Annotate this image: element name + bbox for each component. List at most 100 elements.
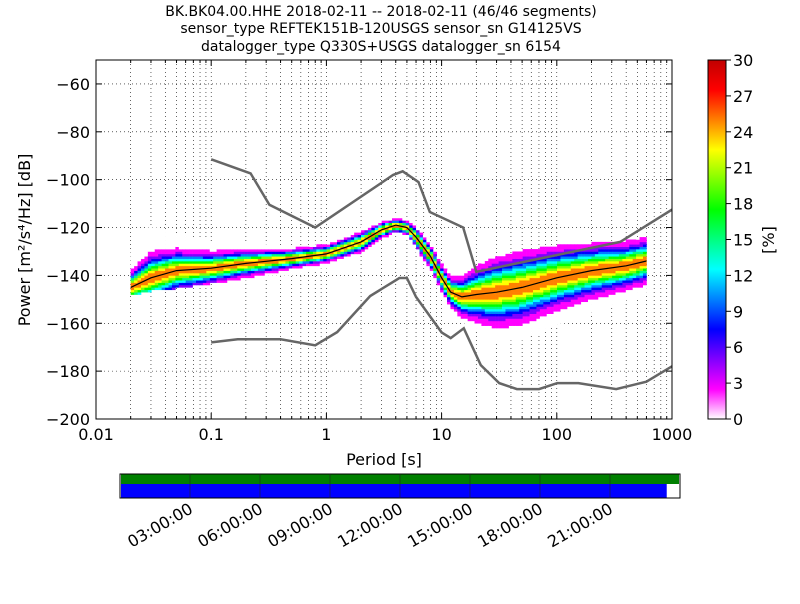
heatmap-cell — [567, 284, 572, 288]
heatmap-cell — [206, 270, 211, 274]
heatmap-cell — [622, 277, 627, 281]
heatmap-cell — [515, 311, 520, 314]
heatmap-cell — [481, 273, 486, 276]
heatmap-cell — [323, 258, 327, 262]
heatmap-cell — [213, 256, 217, 259]
heatmap-cell — [398, 222, 403, 226]
heatmap-cell — [271, 249, 276, 252]
heatmap-cell — [615, 284, 620, 288]
heatmap-cell — [161, 234, 166, 238]
heatmap-cell — [567, 265, 572, 269]
heatmap-cell — [175, 241, 180, 245]
heatmap-cell — [471, 275, 475, 279]
heatmap-cell — [323, 263, 327, 267]
heatmap-cell — [550, 289, 554, 293]
heatmap-cell — [196, 258, 200, 262]
heatmap-cell — [189, 251, 193, 255]
heatmap-cell — [275, 251, 279, 255]
heatmap-cell — [189, 241, 193, 245]
heatmap-cell — [247, 244, 252, 247]
heatmap-cell — [453, 296, 458, 300]
heatmap-cell — [502, 301, 506, 305]
heatmap-cell — [288, 270, 293, 274]
heatmap-cell — [563, 246, 568, 250]
heatmap-cell — [612, 287, 616, 291]
heatmap-cell — [563, 280, 568, 283]
heatmap-cell — [202, 265, 207, 269]
heatmap-cell — [491, 308, 496, 312]
heatmap-cell — [526, 318, 530, 322]
heatmap-cell — [254, 268, 259, 271]
heatmap-cell — [584, 296, 589, 300]
heatmap-cell — [467, 304, 472, 307]
heatmap-cell — [154, 244, 159, 247]
heatmap-cell — [584, 263, 589, 267]
heatmap-cell — [474, 323, 479, 326]
heatmap-cell — [574, 270, 578, 274]
heatmap-cell — [374, 229, 379, 233]
heatmap-cell — [508, 253, 513, 257]
heatmap-cell — [209, 249, 214, 252]
heatmap-cell — [237, 277, 242, 281]
heatmap-cell — [312, 268, 317, 271]
heatmap-cell — [185, 265, 190, 269]
heatmap-cell — [175, 263, 180, 267]
heatmap-cell — [474, 313, 479, 317]
heatmap-cell — [557, 308, 561, 312]
heatmap-cell — [292, 268, 297, 271]
heatmap-cell — [612, 273, 616, 276]
heatmap-cell — [134, 253, 138, 257]
heatmap-cell — [622, 282, 627, 286]
heatmap-cell — [244, 261, 248, 264]
heatmap-cell — [587, 256, 592, 259]
heatmap-cell — [491, 261, 496, 264]
heatmap-cell — [584, 301, 589, 305]
heatmap-cell — [264, 261, 269, 264]
heatmap-cell — [165, 239, 169, 243]
heatmap-cell — [636, 268, 640, 271]
heatmap-cell — [151, 280, 156, 283]
heatmap-cell — [240, 253, 245, 257]
heatmap-cell — [546, 282, 551, 286]
heatmap-cell — [598, 280, 603, 283]
heatmap-cell — [447, 275, 451, 279]
heatmap-cell — [618, 280, 623, 283]
heatmap-cell — [522, 287, 527, 291]
heatmap-cell — [361, 225, 365, 228]
heatmap-cell — [587, 275, 592, 279]
heatmap-cell — [189, 275, 193, 279]
heatmap-cell — [196, 277, 200, 281]
heatmap-cell — [171, 280, 176, 283]
heatmap-cell — [233, 261, 238, 264]
heatmap-cell — [416, 239, 420, 243]
heatmap-cell — [175, 261, 180, 264]
heatmap-cell — [405, 229, 410, 233]
heatmap-cell — [137, 249, 142, 252]
heatmap-cell — [563, 318, 568, 322]
heatmap-cell — [581, 292, 585, 295]
heatmap-cell — [426, 253, 431, 257]
curves — [130, 158, 672, 391]
heatmap-cell — [532, 330, 537, 334]
heatmap-cell — [299, 258, 303, 262]
heatmap-cell — [536, 292, 541, 295]
heatmap-cell — [378, 232, 382, 236]
heatmap-cell — [202, 253, 207, 257]
heatmap-cell — [512, 289, 517, 293]
heatmap-cell — [508, 308, 513, 312]
heatmap-cell — [185, 249, 190, 252]
heatmap-cell — [498, 284, 503, 288]
heatmap-cell — [481, 261, 486, 264]
heatmap-cell — [560, 277, 565, 281]
heatmap-cell — [467, 273, 472, 276]
heatmap-cell — [608, 301, 613, 305]
heatmap-cell — [491, 340, 496, 343]
y-tick-label: −60 — [56, 75, 90, 94]
heatmap-cell — [567, 316, 572, 319]
heatmap-cell — [247, 253, 252, 257]
heatmap-cell — [447, 294, 451, 298]
heatmap-cell — [244, 277, 248, 281]
heatmap-cell — [495, 275, 499, 279]
heatmap-cell — [292, 246, 297, 250]
heatmap-cell — [165, 265, 169, 269]
